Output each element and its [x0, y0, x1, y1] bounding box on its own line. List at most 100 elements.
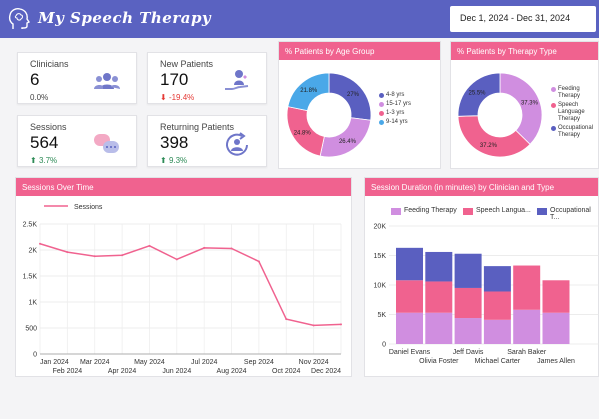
legend-swatch — [551, 103, 556, 108]
bar-segment[interactable] — [396, 280, 423, 313]
data-point[interactable] — [340, 323, 342, 326]
data-point[interactable] — [175, 258, 178, 261]
x-tick-label: Oct 2024 — [272, 368, 301, 375]
x-tick-label: Jul 2024 — [191, 359, 218, 366]
kpi-value: 564 — [30, 133, 59, 152]
panel-title: % Patients by Age Group — [279, 42, 440, 60]
x-tick-label: James Allen — [537, 358, 575, 365]
bar-segment[interactable] — [483, 291, 511, 320]
data-point[interactable] — [203, 246, 206, 249]
bar-segment[interactable] — [396, 247, 423, 281]
donut-slice[interactable] — [457, 72, 501, 117]
sessions-line[interactable] — [39, 243, 342, 327]
legend-swatch — [551, 126, 556, 131]
x-tick-label: Dec 2024 — [311, 368, 341, 375]
bar-segment[interactable] — [542, 280, 570, 313]
slice-label: 37.2% — [480, 143, 498, 149]
donut-slice[interactable] — [457, 115, 531, 158]
x-tick-label: May 2024 — [134, 359, 165, 366]
legend-swatch — [537, 208, 547, 215]
y-tick-label: 1K — [28, 300, 37, 307]
slice-label: 37.3% — [521, 101, 539, 107]
data-point[interactable] — [93, 255, 96, 258]
legend-label[interactable]: 9-14 yrs — [386, 119, 408, 125]
bar-segment[interactable] — [425, 281, 453, 313]
data-point[interactable] — [39, 242, 41, 245]
data-point[interactable] — [66, 251, 69, 254]
kpi-label: New Patients — [160, 59, 214, 69]
data-point[interactable] — [148, 244, 151, 247]
duration-stacked-bar-chart: 0 5K 10K 15K 20K Daniel Evans Olivia Foster Jef… — [374, 224, 599, 365]
x-tick-label: Sarah Baker — [507, 349, 547, 356]
x-tick-label: Feb 2024 — [53, 368, 83, 375]
head-profile-icon — [8, 8, 30, 29]
arrow-down-icon: ⬇ — [160, 93, 167, 102]
data-point[interactable] — [121, 254, 124, 257]
legend-label[interactable]: Feeding Therapy — [404, 207, 457, 214]
date-range-picker[interactable]: Dec 1, 2024 - Dec 31, 2024 — [450, 6, 596, 32]
data-point[interactable] — [312, 324, 315, 327]
legend-label[interactable]: Sessions — [74, 204, 103, 211]
legend-swatch — [551, 87, 556, 92]
kpi-delta-value: 9.3% — [168, 156, 188, 165]
kpi-delta: ⬇ -19.4% — [160, 93, 194, 102]
donut-slice[interactable] — [319, 117, 372, 158]
legend-swatch — [379, 120, 384, 125]
kpi-card-sessions: Sessions 564 ⬆ 3.7% — [17, 115, 137, 167]
legend-label[interactable]: Feeding Therapy — [558, 86, 581, 99]
app-title: My Speech Therapy — [38, 9, 212, 27]
x-tick-label: Jan 2024 — [40, 359, 69, 366]
bar-segment[interactable] — [425, 312, 453, 344]
legend-label[interactable]: Speech Language Therapy — [558, 102, 585, 122]
bar-segment[interactable] — [542, 312, 570, 344]
legend-swatch — [379, 93, 384, 98]
therapy-type-legend: Feeding Therapy Speech Language Therapy Oc… — [551, 86, 599, 138]
y-tick-label: 2K — [28, 248, 37, 255]
bar-segment[interactable] — [454, 287, 482, 319]
kpi-delta-value: -19.4% — [168, 93, 195, 102]
patient-care-icon — [225, 70, 249, 90]
bar-segment[interactable] — [513, 309, 541, 344]
bar-segment[interactable] — [513, 265, 541, 310]
data-point[interactable] — [257, 260, 260, 263]
x-tick-label: Nov 2024 — [299, 359, 329, 366]
legend-label[interactable]: Occupational Therapy — [558, 125, 594, 138]
legend-label[interactable]: 1-3 yrs — [386, 110, 405, 116]
data-point[interactable] — [230, 247, 233, 250]
duration-legend: Feeding Therapy Speech Langua... Occupatio… — [365, 206, 599, 221]
legend-swatch — [391, 208, 401, 215]
x-tick-label: Daniel Evans — [389, 349, 431, 356]
bar-segment[interactable] — [454, 318, 482, 344]
bar-segment[interactable] — [425, 251, 453, 282]
age-group-donut-chart: 27% 26.4% 24.8% 21.8% — [286, 72, 372, 158]
legend-label[interactable]: 15-17 yrs — [386, 101, 412, 107]
bar-segment[interactable] — [483, 266, 511, 292]
legend-label[interactable]: 4-8 yrs — [386, 92, 405, 98]
panel-sessions-over-time: Sessions Over Time Sessions 0 500 1K 1.5K 2K 2… — [15, 177, 352, 377]
kpi-label: Sessions — [30, 122, 67, 132]
bar-segment[interactable] — [454, 253, 482, 288]
slice-label: 27% — [347, 92, 360, 98]
data-point[interactable] — [285, 318, 288, 321]
donut-slice[interactable] — [287, 72, 330, 112]
kpi-delta: 0.0% — [30, 93, 49, 102]
bar-segment[interactable] — [396, 312, 423, 344]
x-tick-label: Michael Carter — [475, 358, 521, 365]
x-tick-label: Mar 2024 — [80, 359, 110, 366]
group-icon — [94, 73, 120, 89]
legend-swatch — [463, 208, 473, 215]
legend-label[interactable]: Speech Langua... — [476, 207, 531, 214]
returning-user-icon — [226, 132, 248, 156]
donut-slice[interactable] — [499, 72, 543, 145]
panel-title: % Patients by Therapy Type — [451, 42, 598, 60]
kpi-card-clinicians: Clinicians 6 0.0% — [17, 52, 137, 104]
legend-label[interactable]: Occupational T... — [550, 207, 591, 221]
panel-age-group: % Patients by Age Group 27% 26.4% 24.8% 21.… — [278, 41, 441, 169]
slice-label: 21.8% — [300, 88, 318, 94]
bar-segment[interactable] — [483, 319, 511, 344]
y-tick-label: 10K — [374, 283, 387, 290]
y-tick-label: 1.5K — [23, 274, 38, 281]
kpi-label: Clinicians — [30, 59, 69, 69]
legend-swatch — [379, 102, 384, 107]
kpi-delta: ⬆ 3.7% — [30, 156, 57, 165]
